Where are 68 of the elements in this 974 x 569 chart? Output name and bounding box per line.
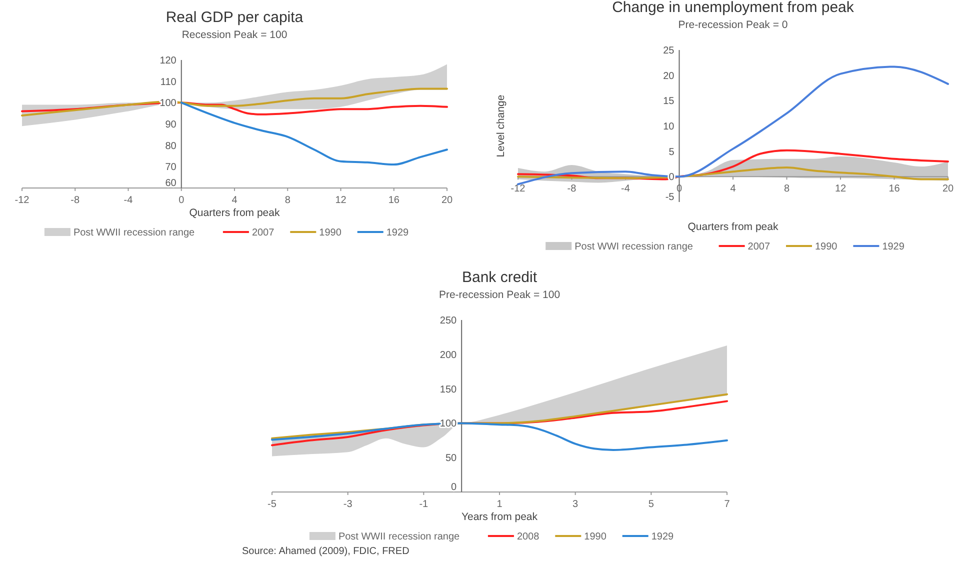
y-tick-label: 150	[440, 384, 458, 396]
chart-subtitle: Pre-recession Peak = 0	[678, 19, 788, 31]
legend-label: Post WWII recession range	[73, 228, 196, 238]
x-tick-label: 5	[648, 499, 654, 510]
x-tick-label: -12	[510, 184, 526, 195]
x-axis-title: Quarters from peak	[688, 221, 779, 233]
x-tick-label: -5	[268, 499, 277, 510]
x-tick-label: 8	[284, 195, 291, 206]
x-tick-label: 16	[388, 195, 400, 206]
x-tick-label: -3	[343, 499, 353, 510]
y-tick-label: 200	[440, 350, 458, 361]
legend-label: 1929	[386, 228, 410, 238]
chart-title: Real GDP per capita	[166, 9, 304, 26]
chart-title: Bank credit	[462, 269, 538, 286]
chart-title: Change in unemployment from peak	[612, 0, 854, 16]
legend-label: 2007	[252, 228, 275, 238]
line-series	[517, 66, 949, 186]
y-tick-label: 120	[160, 56, 177, 66]
legend-label: 1929	[882, 242, 905, 252]
x-tick-label: 1	[496, 499, 503, 510]
y-tick-label: 0	[451, 482, 458, 493]
x-tick-label: 7	[724, 499, 730, 510]
x-tick-label: 12	[335, 195, 347, 206]
legend-label: 1990	[815, 242, 838, 252]
y-tick-label: 80	[165, 140, 177, 152]
line-series	[517, 166, 949, 180]
x-tick-label: 8	[784, 184, 790, 195]
x-tick-label: 16	[888, 184, 900, 195]
legend-label: 1990	[319, 228, 342, 238]
y-tick-label: 90	[165, 120, 177, 130]
x-tick-label: 4	[730, 184, 736, 195]
x-tick-label: -8	[567, 184, 577, 195]
legend-label: 1990	[584, 532, 607, 542]
chart-subtitle: Recession Peak = 100	[182, 29, 288, 41]
x-tick-label: 0	[178, 195, 185, 206]
x-tick-label: 12	[834, 184, 846, 195]
x-tick-label: -12	[14, 195, 30, 206]
line-series	[21, 88, 448, 116]
y-tick-label: 15	[663, 96, 675, 108]
legend-label: 1929	[651, 532, 674, 542]
y-tick-label: 20	[663, 70, 675, 82]
x-tick-label: -8	[70, 195, 80, 206]
line-series	[180, 102, 448, 166]
x-axis-title: Quarters from peak	[189, 207, 280, 219]
x-tick-label: 3	[572, 499, 579, 510]
y-tick-label: 25	[663, 46, 675, 56]
y-tick-label: 50	[445, 453, 458, 464]
y-tick-label: 110	[160, 76, 177, 88]
y-tick-label: 250	[440, 316, 458, 326]
y-tick-label: 60	[165, 178, 177, 189]
y-axis-title: Level change	[495, 94, 507, 158]
legend-label: 2008	[516, 532, 540, 542]
x-tick-label: 4	[232, 195, 238, 206]
legend-label: 2007	[748, 242, 770, 252]
legend-label: Post WWI recession range	[574, 242, 694, 252]
chart-subtitle: Pre-recession Peak = 100	[438, 289, 560, 301]
source-note: Source: Ahamed (2009), FDIC, FRED	[242, 546, 410, 557]
x-tick-label: -4	[124, 195, 134, 206]
y-tick-label: 0	[668, 172, 675, 184]
x-tick-label: -4	[621, 184, 630, 195]
y-tick-label: 10	[663, 122, 675, 132]
x-tick-label: -1	[419, 499, 429, 510]
y-tick-label: 100	[160, 98, 177, 110]
x-tick-label: 20	[942, 184, 954, 195]
y-tick-label: 70	[165, 162, 177, 174]
y-tick-label: 5	[668, 146, 675, 158]
x-axis-title: Years from peak	[461, 511, 538, 523]
legend-label: Post WWII recession range	[338, 532, 460, 542]
